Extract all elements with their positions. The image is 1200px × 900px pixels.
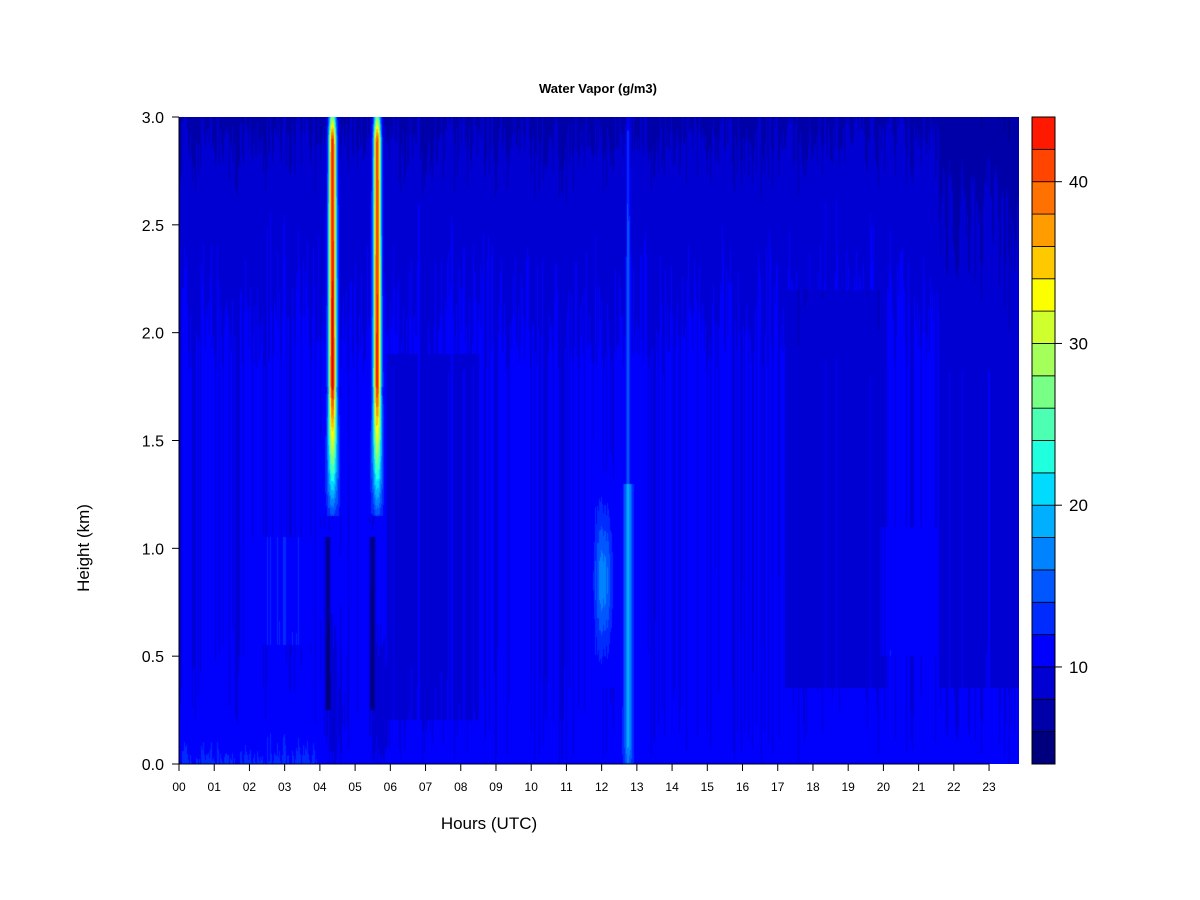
x-tick-label: 02 [243,780,257,794]
x-tick-label: 20 [877,780,891,794]
x-tick-label: 08 [454,780,468,794]
colorbar-segment [1031,731,1056,765]
colorbar-segment [1031,245,1056,280]
y-axis: 0.0 0.5 1.0 1.5 2.0 2.5 3.0 [142,110,180,774]
colorbar-frame [1031,116,1056,765]
y-tick-label: 2.5 [142,218,164,235]
x-tick-label: 10 [525,780,539,794]
y-tick-label: 3.0 [142,110,164,127]
x-axis-label: Hours (UTC) [441,814,537,833]
colorbar-segment [1031,537,1056,571]
colorbar-segment [1031,504,1056,538]
colorbar-segment [1031,116,1056,150]
x-tick-label: 01 [208,780,222,794]
x-tick-label: 12 [595,780,609,794]
x-tick-label: 03 [278,780,292,794]
colorbar-segment [1031,569,1056,603]
x-tick-label: 14 [665,780,679,794]
x-tick-label: 19 [842,780,856,794]
y-tick-label: 0.5 [142,649,164,666]
colorbar-segment [1031,601,1056,635]
colorbar-segment [1031,310,1056,344]
colorbar-segment [1031,634,1056,668]
y-axis-label: Height (km) [74,504,93,592]
colorbar-segment [1031,213,1056,247]
colorbar-segment [1031,148,1056,183]
x-tick-label: 18 [806,780,820,794]
colorbar-segment [1031,407,1056,441]
x-tick-label: 07 [419,780,433,794]
water-vapor-field [179,117,1019,764]
colorbar-segment [1031,698,1056,733]
x-tick-label: 09 [489,780,503,794]
colorbar-tick-label: 10 [1069,658,1088,677]
colorbar-segment [1031,440,1056,474]
colorbar-segment [1031,278,1056,312]
x-tick-label: 16 [736,780,750,794]
y-tick-label: 1.5 [142,434,164,451]
colorbar-segment [1031,181,1056,215]
x-tick-label: 00 [172,780,186,794]
y-tick-label: 2.0 [142,326,164,343]
x-axis: 00 01 02 03 04 05 06 07 08 09 10 11 12 13 14 15 16 17 18 19… [172,763,996,794]
y-tick-label: 1.0 [142,541,164,558]
colorbar-tick-label: 40 [1069,173,1088,192]
colorbar: 10 20 30 40 [1031,116,1088,765]
heatmap-area [179,117,1019,764]
x-tick-label: 15 [701,780,715,794]
x-tick-label: 17 [771,780,785,794]
x-tick-label: 22 [947,780,961,794]
x-tick-label: 13 [630,780,644,794]
x-tick-label: 05 [348,780,362,794]
colorbar-segment [1031,343,1056,377]
chart-title: Water Vapor (g/m3) [539,81,657,96]
y-tick-label: 0.0 [142,757,164,774]
colorbar-segment [1031,666,1056,700]
colorbar-tick-label: 30 [1069,334,1088,353]
x-tick-label: 06 [384,780,398,794]
colorbar-segment [1031,472,1056,506]
colorbar-tick-label: 20 [1069,496,1088,515]
x-tick-label: 04 [313,780,327,794]
x-tick-label: 11 [560,780,573,794]
x-tick-label: 23 [982,780,996,794]
colorbar-segment [1031,375,1056,409]
x-tick-label: 21 [912,780,926,794]
